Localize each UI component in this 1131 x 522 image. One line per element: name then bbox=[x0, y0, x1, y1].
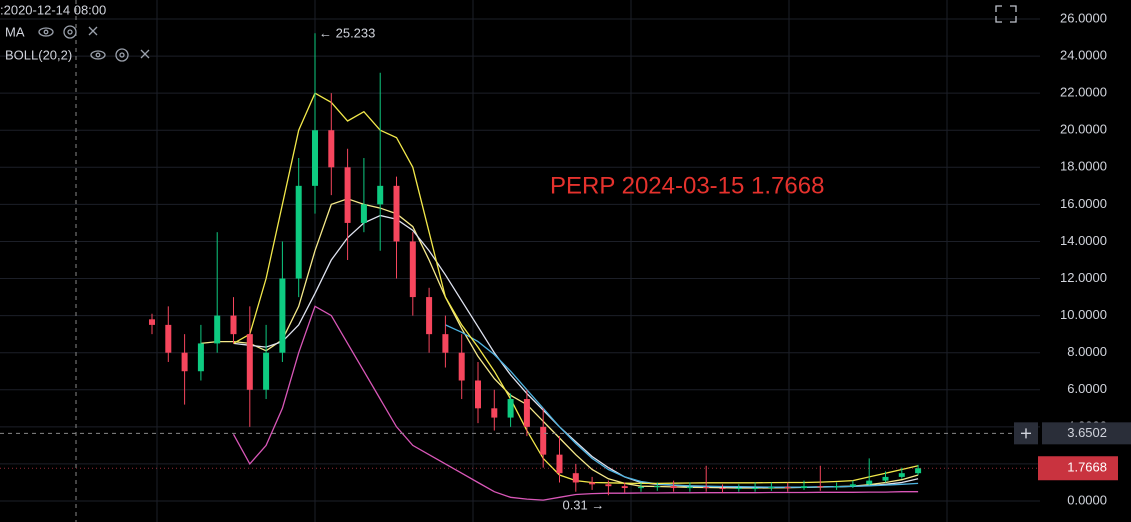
indicator-label: BOLL(20,2) bbox=[5, 47, 72, 62]
candle-body bbox=[768, 487, 775, 489]
candle-body bbox=[230, 315, 237, 335]
candle-body bbox=[295, 185, 302, 279]
legend: :2020-12-14 08:00 MA BOLL(20,2) bbox=[0, 2, 150, 62]
indicator-line bbox=[233, 92, 919, 485]
max-annotation: ← 25.233 bbox=[319, 26, 375, 41]
candle-body bbox=[735, 488, 742, 490]
candle-body bbox=[638, 487, 644, 489]
candle-body bbox=[719, 488, 726, 490]
y-tick-label: 6.0000 bbox=[1067, 381, 1107, 396]
candle-body bbox=[214, 315, 221, 344]
candle-body bbox=[801, 486, 807, 489]
candle-body bbox=[328, 130, 335, 168]
y-tick-label: 20.0000 bbox=[1060, 122, 1107, 137]
min-annotation: 0.31 → bbox=[562, 498, 604, 513]
candle-body bbox=[426, 297, 433, 335]
indicator-label: MA bbox=[5, 24, 25, 39]
y-tick-label: 8.0000 bbox=[1067, 344, 1107, 359]
y-tick-label: 12.0000 bbox=[1060, 270, 1107, 285]
candle-body bbox=[442, 334, 449, 353]
candle-body bbox=[409, 241, 416, 298]
candle-body bbox=[149, 319, 155, 325]
candle-body bbox=[670, 486, 677, 489]
indicator-icons[interactable] bbox=[38, 25, 150, 62]
candle-body bbox=[556, 454, 563, 474]
fullscreen-button[interactable] bbox=[995, 5, 1017, 23]
y-tick-label: 0.0000 bbox=[1067, 492, 1107, 507]
candle-body bbox=[197, 343, 204, 372]
candle-body bbox=[866, 480, 873, 485]
candle-body bbox=[540, 426, 547, 455]
candle-body bbox=[621, 486, 628, 489]
time-label: :2020-12-14 08:00 bbox=[0, 2, 106, 17]
candle-body bbox=[344, 167, 351, 223]
candle-body bbox=[686, 487, 693, 489]
candle-body bbox=[752, 488, 759, 490]
plus-icon bbox=[1021, 428, 1031, 439]
candle-body bbox=[654, 486, 661, 488]
candle-body bbox=[833, 486, 840, 488]
candle-body bbox=[507, 399, 514, 418]
vertical-grid bbox=[156, 0, 948, 522]
candle-body bbox=[898, 473, 905, 477]
candle-body bbox=[458, 352, 465, 381]
candle-body bbox=[165, 324, 172, 353]
candle-body bbox=[491, 408, 498, 418]
candle-body bbox=[377, 185, 384, 205]
candle-body bbox=[849, 484, 856, 487]
indicator-line bbox=[232, 305, 919, 501]
y-tick-label: 14.0000 bbox=[1060, 233, 1107, 248]
candle-body bbox=[523, 399, 530, 427]
candle-body bbox=[572, 473, 579, 483]
last-price: 1.7668 bbox=[1067, 460, 1107, 475]
y-tick-label: 24.0000 bbox=[1060, 48, 1107, 63]
candle-body bbox=[263, 352, 270, 390]
candle-body bbox=[312, 130, 318, 186]
candle-body bbox=[915, 468, 922, 474]
watermark: PERP 2024-03-15 1.7668 bbox=[550, 172, 824, 199]
candle-body bbox=[605, 484, 612, 487]
candle-body bbox=[279, 278, 286, 353]
crosshair-price: 3.6502 bbox=[1067, 425, 1107, 440]
candle-body bbox=[703, 487, 710, 489]
candle-body bbox=[882, 476, 889, 481]
candle-body bbox=[360, 204, 367, 223]
y-tick-label: 18.0000 bbox=[1060, 159, 1107, 174]
candle-body bbox=[475, 380, 481, 409]
crosshair-price-box bbox=[1042, 422, 1131, 445]
candle-body bbox=[817, 486, 824, 488]
last-price-box bbox=[1038, 456, 1118, 481]
candles bbox=[149, 33, 922, 496]
candle-body bbox=[181, 352, 188, 372]
candle-body bbox=[393, 185, 400, 242]
y-tick-label: 10.0000 bbox=[1060, 307, 1107, 322]
grid bbox=[0, 18, 1040, 502]
y-tick-label: 16.0000 bbox=[1060, 196, 1107, 211]
y-tick-label: 26.0000 bbox=[1060, 10, 1107, 25]
overlay: ← 25.233 0.31 → 3.6502 1.7668 bbox=[0, 26, 1131, 513]
candle-body bbox=[784, 487, 791, 489]
candle-body bbox=[589, 482, 596, 485]
indicator-line bbox=[233, 214, 919, 488]
candle-body bbox=[246, 334, 253, 390]
indicator-line bbox=[445, 324, 919, 488]
y-tick-label: 22.0000 bbox=[1060, 85, 1107, 100]
